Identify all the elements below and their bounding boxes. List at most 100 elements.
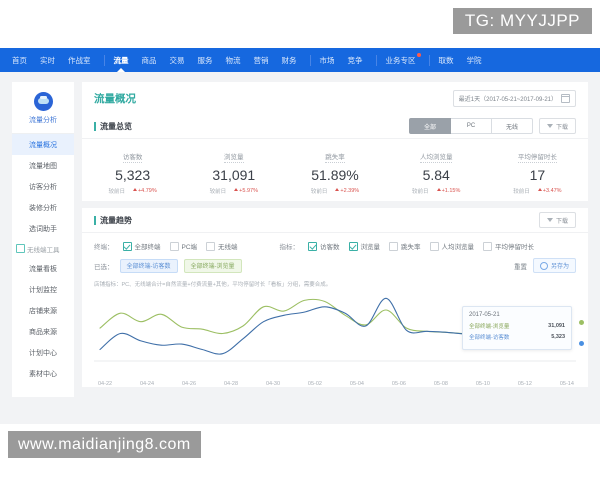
selected-tag-pageviews[interactable]: 全部终端-浏览量 bbox=[183, 258, 242, 273]
sidebar-item-liuliang-kanban[interactable]: 流量看板 bbox=[29, 265, 57, 273]
x-tick-2: 04-26 bbox=[181, 381, 197, 387]
content-area: 流量分析 流量概况 流量地图 访客分析 装修分析 选词助手 无线端工具 流量看板… bbox=[0, 72, 600, 424]
delta-up-icon bbox=[132, 187, 137, 191]
selected-label: 已选： bbox=[94, 263, 114, 271]
checkbox-icon bbox=[308, 241, 318, 251]
user-avatar-icon bbox=[33, 92, 53, 111]
nav-item-4[interactable]: 商品 bbox=[141, 55, 157, 65]
sidebar-item-fangke-fenxi[interactable]: 访客分析 bbox=[29, 183, 57, 191]
metric-checkbox-bounce-rate[interactable]: 跳失率 bbox=[389, 241, 421, 251]
sidebar-group-label: 无线端工具 bbox=[27, 246, 60, 254]
overview-download-label: 下载 bbox=[555, 124, 568, 131]
selected-tag-visitors[interactable]: 全部终端-访客数 bbox=[119, 258, 178, 273]
series-marker-pageviews bbox=[579, 320, 584, 325]
tooltip-series-value: 31,091 bbox=[548, 323, 565, 329]
sidebar-item-liuliang-gaikuang[interactable]: 流量概况 bbox=[12, 134, 74, 155]
date-range-picker[interactable]: 最近1天（2017-05-21~2017-09-21） bbox=[452, 89, 576, 107]
checkbox-icon bbox=[122, 241, 132, 251]
metric-delta-value: +3.47% bbox=[542, 187, 562, 194]
reset-button[interactable]: 重置 bbox=[513, 263, 527, 271]
metric-value: 51.89% bbox=[311, 166, 359, 183]
x-tick-1: 04-24 bbox=[139, 381, 155, 387]
nav-item-7[interactable]: 物流 bbox=[225, 55, 241, 65]
overview-section-title: 流量总览 bbox=[94, 121, 132, 132]
sidebar-item-jihua-jiankong[interactable]: 计划监控 bbox=[29, 286, 57, 294]
save-as-button[interactable]: 另存为 bbox=[532, 258, 576, 273]
watermark-telegram: TG: MYYJJPP bbox=[452, 8, 592, 34]
nav-item-1[interactable]: 实时 bbox=[40, 55, 55, 65]
nav-divider-3 bbox=[375, 54, 377, 66]
delta-up-icon bbox=[335, 187, 340, 191]
terminal-tab-all[interactable]: 全部 bbox=[408, 118, 451, 134]
tooltip-row-pageviews: 全部终端-浏览量 31,091 bbox=[469, 322, 565, 330]
section-accent-bar bbox=[94, 121, 96, 131]
terminal-checkbox-wireless-label: 无线端 bbox=[218, 244, 238, 251]
page-header-card: 流量概况 最近1天（2017-05-21~2017-09-21） 流量总览 全部 bbox=[82, 82, 588, 201]
nav-item-13[interactable]: 取数 bbox=[438, 55, 454, 65]
terminal-checkbox-wireless[interactable]: 无线端 bbox=[206, 241, 238, 251]
sidebar-item-zhuangxiu-fenxi[interactable]: 装修分析 bbox=[29, 204, 57, 212]
terminal-segmented-control[interactable]: 全部 PC 无线 bbox=[408, 118, 533, 134]
section-accent-bar bbox=[94, 215, 96, 225]
metric-value: 31,091 bbox=[212, 166, 256, 183]
sidebar-item-shangpin-laiyuan[interactable]: 商品来源 bbox=[29, 328, 57, 336]
metric-checkbox-visitors[interactable]: 访客数 bbox=[308, 241, 340, 251]
sidebar-item-dianpu-laiyuan[interactable]: 店铺来源 bbox=[29, 307, 57, 315]
terminal-tab-wireless[interactable]: 无线 bbox=[491, 118, 533, 134]
sidebar-item-liuliang-ditu[interactable]: 流量地图 bbox=[29, 162, 57, 170]
sidebar-item-sucai-zhongxin[interactable]: 素材中心 bbox=[29, 370, 57, 378]
nav-item-12[interactable]: 业务专区 bbox=[385, 52, 421, 66]
filter-row: 终端： 全部终端 PC端 无线端 指标： 访客数 浏览量 跳失率 人均浏览量 平… bbox=[94, 241, 576, 251]
x-tick-11: 05-14 bbox=[559, 381, 574, 387]
nav-item-10[interactable]: 市场 bbox=[319, 55, 335, 65]
metric-compare-label: 较前日 bbox=[412, 188, 429, 195]
selected-tags-row: 已选： 全部终端-访客数 全部终端-浏览量 重置 另存为 bbox=[82, 258, 588, 280]
nav-item-3[interactable]: 流量 bbox=[113, 55, 129, 65]
chart-series-markers bbox=[579, 320, 584, 362]
tooltip-date: 2017-05-21 bbox=[469, 312, 500, 318]
nav-item-12-label: 业务专区 bbox=[385, 55, 416, 65]
metric-compare-label: 较前日 bbox=[108, 188, 125, 195]
metric-compare: 较前日 +3.47% bbox=[487, 187, 588, 195]
nav-item-6[interactable]: 服务 bbox=[197, 55, 213, 65]
page-header: 流量概况 最近1天（2017-05-21~2017-09-21） bbox=[82, 82, 588, 114]
sidebar-item-jihua-zhongxin[interactable]: 计划中心 bbox=[29, 349, 57, 357]
nav-item-8[interactable]: 营销 bbox=[253, 55, 269, 65]
x-tick-8: 05-08 bbox=[433, 381, 448, 387]
nav-item-11[interactable]: 竞争 bbox=[347, 55, 363, 65]
metric-checkbox-views-per-visitor[interactable]: 人均浏览量 bbox=[429, 241, 474, 251]
metric-delta-value: +2.39% bbox=[340, 187, 360, 194]
terminal-checkbox-pc[interactable]: PC端 bbox=[169, 241, 197, 251]
trend-download-label: 下载 bbox=[555, 218, 568, 225]
overview-download-button[interactable]: 下载 bbox=[538, 118, 576, 134]
metric-delta: +3.47% bbox=[537, 187, 562, 194]
metric-card-visitors: 访客数 5,323 较前日 +4.79% bbox=[82, 146, 183, 195]
metric-value: 5,323 bbox=[115, 166, 151, 183]
nav-item-0[interactable]: 首页 bbox=[12, 55, 27, 65]
nav-item-9[interactable]: 财务 bbox=[281, 55, 297, 65]
trend-filters: 终端： 全部终端 PC端 无线端 指标： 访客数 浏览量 跳失率 人均浏览量 平… bbox=[82, 233, 588, 251]
x-tick-6: 05-04 bbox=[349, 381, 364, 387]
terminal-tab-pc[interactable]: PC bbox=[450, 118, 492, 134]
trend-download-button[interactable]: 下载 bbox=[538, 212, 576, 228]
metric-checkbox-avg-stay-time[interactable]: 平均停留时长 bbox=[483, 241, 534, 251]
terminal-filter-label: 终端： bbox=[94, 244, 114, 251]
chart-tooltip: 2017-05-21 全部终端-浏览量 31,091 全部终端-访客数 5,32… bbox=[462, 306, 572, 350]
page-title: 流量概况 bbox=[94, 92, 136, 105]
metric-value: 17 bbox=[529, 166, 546, 183]
top-navigation[interactable]: 首页 实时 作战室 流量 商品 交易 服务 物流 营销 财务 市场 竞争 业务专… bbox=[0, 48, 600, 72]
nav-divider-4 bbox=[428, 54, 430, 66]
nav-item-2[interactable]: 作战室 bbox=[68, 55, 91, 65]
sidebar-item-xuanci-zhushou[interactable]: 选词助手 bbox=[29, 225, 57, 233]
nav-item-14[interactable]: 学院 bbox=[466, 55, 482, 65]
save-as-label: 另存为 bbox=[550, 264, 569, 270]
terminal-checkbox-all[interactable]: 全部终端 bbox=[122, 241, 161, 251]
metric-label: 平均停留时长 bbox=[517, 151, 557, 163]
checkbox-icon bbox=[483, 241, 493, 251]
checkbox-icon bbox=[348, 241, 358, 251]
trend-chart[interactable]: 2017-05-21 全部终端-浏览量 31,091 全部终端-访客数 5,32… bbox=[94, 290, 584, 376]
metric-delta: +1.15% bbox=[436, 187, 460, 194]
nav-item-5[interactable]: 交易 bbox=[169, 55, 185, 65]
metric-checkbox-pageviews[interactable]: 浏览量 bbox=[348, 241, 380, 251]
